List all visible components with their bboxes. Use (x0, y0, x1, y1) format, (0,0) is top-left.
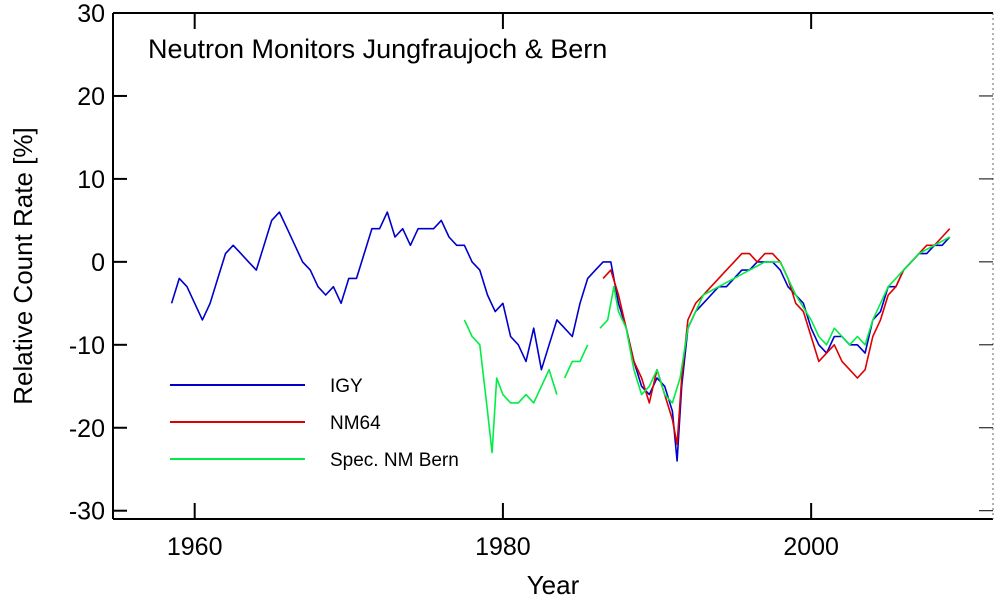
series-line (170, 211, 951, 462)
legend-label: NM64 (330, 413, 381, 434)
series-line (602, 228, 951, 446)
legend-label: Spec. NM Bern (330, 450, 459, 471)
y-tick-label: -20 (69, 415, 105, 443)
chart-title: Neutron Monitors Jungfraujoch & Bern (148, 34, 607, 64)
x-tick-label: 2000 (783, 533, 839, 561)
y-tick-label: -10 (69, 332, 105, 360)
y-tick-label: 10 (77, 166, 105, 194)
x-axis-label: Year (527, 570, 580, 599)
series-line (463, 236, 951, 454)
y-tick-label: 30 (77, 0, 105, 28)
legend-label: IGY (330, 376, 363, 397)
y-tick-label: -30 (69, 498, 105, 526)
x-tick-label: 1980 (475, 533, 531, 561)
y-tick-label: 20 (77, 83, 105, 111)
y-axis-label: Relative Count Rate [%] (8, 127, 38, 404)
y-tick-label: 0 (91, 249, 105, 277)
x-tick-label: 1960 (167, 533, 223, 561)
